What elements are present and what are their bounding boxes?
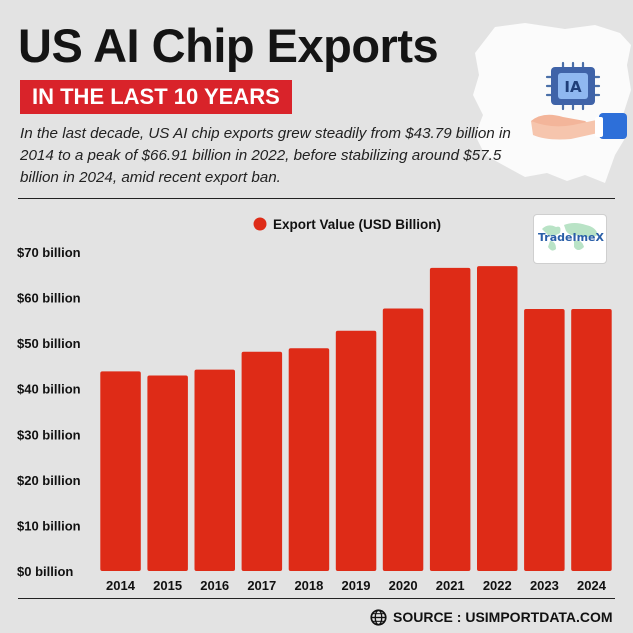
y-tick-label: $0 billion (17, 564, 73, 579)
source-line: SOURCE : USIMPORTDATA.COM (370, 607, 613, 627)
y-tick-label: $30 billion (17, 427, 81, 442)
legend-label: Export Value (USD Billion) (273, 217, 441, 232)
y-tick-label: $60 billion (17, 291, 81, 306)
logo-text: TradeImeX (538, 231, 604, 244)
bar-2023 (524, 309, 565, 571)
y-tick-label: $40 billion (17, 382, 81, 397)
chart-legend: Export Value (USD Billion) (253, 217, 441, 232)
x-tick-label: 2017 (247, 578, 276, 593)
bar-2021 (429, 267, 471, 571)
bar-2024 (571, 309, 612, 571)
legend-marker (253, 217, 267, 231)
bar-2022 (477, 266, 518, 571)
world-map-icon (542, 223, 598, 251)
x-tick-label: 2014 (106, 578, 136, 593)
chip-label: IA (564, 78, 582, 96)
bar-2015 (147, 375, 188, 571)
x-tick-label: 2018 (294, 578, 323, 593)
x-axis: 2014 2015 2016 2017 2018 2019 2020 2021 2022 2023… (106, 578, 607, 593)
y-tick-label: $10 billion (17, 518, 81, 533)
y-axis: $0 billion $10 billion $20 billion $30 bill… (17, 245, 81, 579)
x-tick-label: 2021 (436, 578, 465, 593)
hand-holding-chip-icon: IA (531, 61, 627, 140)
x-tick-label: 2015 (153, 578, 182, 593)
bar-2019 (335, 330, 377, 571)
bar-2018 (288, 348, 330, 571)
description-text: In the last decade, US AI chip exports g… (20, 125, 511, 186)
bottom-divider (18, 598, 615, 599)
x-tick-label: 2016 (200, 578, 229, 593)
y-tick-label: $70 billion (17, 245, 81, 260)
bar-2017 (241, 351, 283, 571)
page-title: US AI Chip Exports (18, 19, 439, 72)
x-tick-label: 2023 (530, 578, 559, 593)
bars-group (100, 266, 612, 571)
x-tick-label: 2022 (483, 578, 512, 593)
top-divider (18, 198, 615, 199)
source-text: SOURCE : USIMPORTDATA.COM (393, 609, 613, 625)
y-tick-label: $20 billion (17, 473, 81, 488)
x-tick-label: 2020 (389, 578, 418, 593)
y-tick-label: $50 billion (17, 336, 81, 351)
bar-2014 (100, 371, 141, 571)
globe-icon (370, 608, 387, 626)
bar-2020 (382, 308, 424, 571)
x-tick-label: 2024 (577, 578, 607, 593)
tradeimex-logo: TradeImeX (533, 214, 607, 264)
bar-2016 (194, 369, 235, 571)
subtitle-banner: IN THE LAST 10 YEARS (20, 80, 292, 114)
x-tick-label: 2019 (342, 578, 371, 593)
